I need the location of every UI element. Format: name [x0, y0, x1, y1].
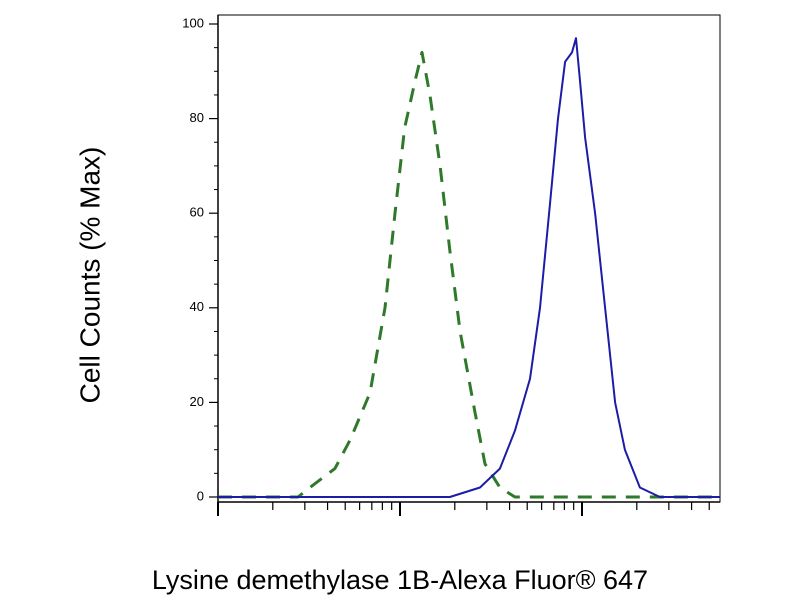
x-axis-label: Lysine demethylase 1B-Alexa Fluor® 647 — [152, 565, 648, 595]
y-axis-label: Cell Counts (% Max) — [74, 147, 105, 404]
y-tick-label: 60 — [190, 205, 204, 220]
y-tick-label: 100 — [182, 15, 204, 30]
y-tick-label: 20 — [190, 394, 204, 409]
y-tick-label: 80 — [190, 110, 204, 125]
histogram-line — [218, 50, 720, 499]
y-tick-label: 40 — [190, 299, 204, 314]
y-tick-label: 0 — [197, 488, 204, 503]
histogram-line — [218, 37, 720, 498]
